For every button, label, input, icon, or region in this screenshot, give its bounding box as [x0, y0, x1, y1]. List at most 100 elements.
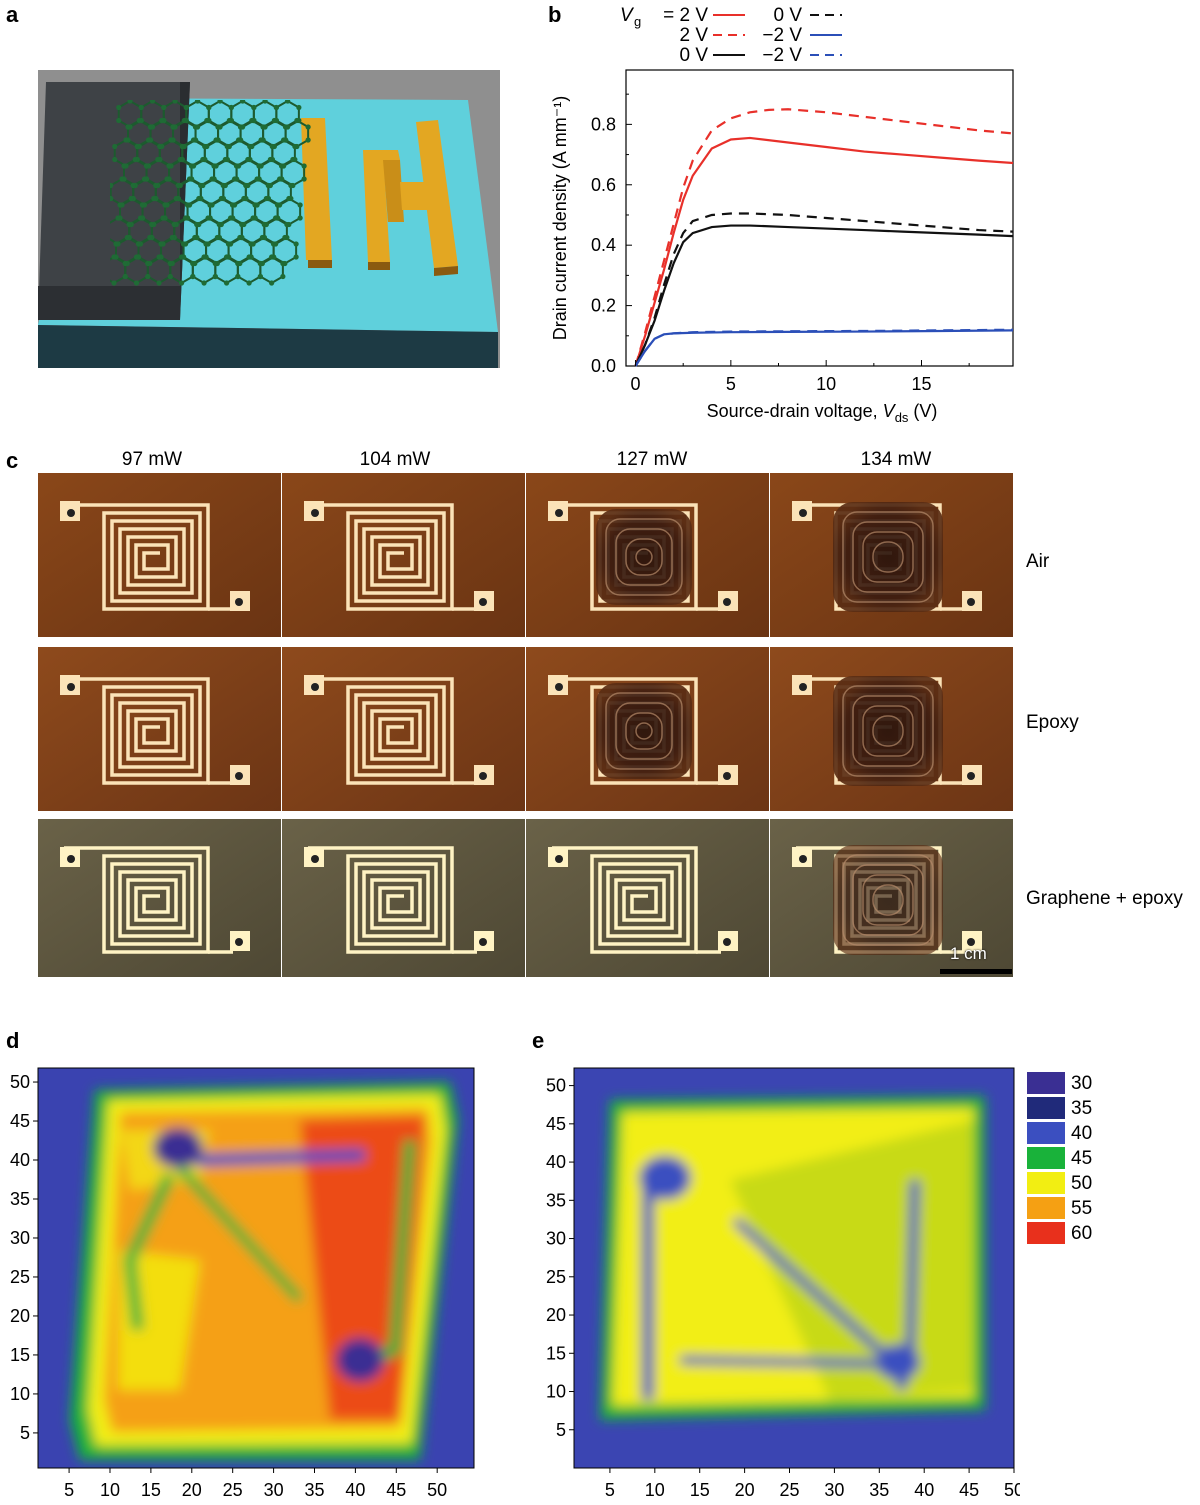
coil-photo	[282, 819, 525, 977]
coil-trace	[308, 846, 454, 954]
y-tick-label: 50	[10, 1072, 30, 1092]
y-tick-label: 30	[546, 1229, 566, 1249]
y-tick-label: 25	[10, 1267, 30, 1287]
y-tick-label: 0.8	[591, 114, 616, 134]
coil-photo	[770, 647, 1013, 811]
legend-value: 35	[1071, 1098, 1093, 1119]
legend-vg-sub: g	[634, 14, 641, 29]
graphene-lattice	[110, 100, 311, 286]
legend-right-label: −2 V	[762, 45, 802, 66]
y-tick-label: 10	[546, 1382, 566, 1402]
legend-vg-symbol: V	[620, 5, 635, 26]
x-tick-label: 35	[304, 1480, 324, 1500]
legend-right-label: −2 V	[762, 25, 802, 46]
series-line-black-dashed	[634, 212, 1014, 367]
x-tick-label: 45	[959, 1480, 979, 1500]
coil-photo	[526, 473, 769, 637]
x-tick-label: 20	[182, 1480, 202, 1500]
coil-photo	[282, 647, 525, 811]
coil-trace	[308, 503, 454, 611]
y-tick-label: 0.6	[591, 175, 616, 195]
legend-value: 40	[1071, 1123, 1093, 1144]
y-tick-label: 0.4	[591, 235, 616, 255]
coil-trace	[308, 677, 454, 785]
burn-region	[833, 502, 943, 612]
x-tick-label: 45	[386, 1480, 406, 1500]
legend-value: 45	[1071, 1148, 1093, 1169]
legend-left-label: 0 V	[679, 45, 708, 66]
x-tick-label: 10	[100, 1480, 120, 1500]
legend-swatch	[1027, 1222, 1065, 1244]
y-tick-label: 5	[556, 1420, 566, 1440]
y-axis-label: Drain current density (A mm⁻¹)	[550, 96, 570, 341]
x-tick-label: 20	[735, 1480, 755, 1500]
x-tick-label: 10	[645, 1480, 665, 1500]
legend-left-label: = 2 V	[663, 5, 708, 26]
legend-right-label: 0 V	[773, 5, 802, 26]
legend-swatch	[1027, 1197, 1065, 1219]
x-tick-label: 50	[1004, 1480, 1020, 1500]
x-tick-label: 50	[427, 1480, 447, 1500]
y-tick-label: 0.2	[591, 296, 616, 316]
y-tick-label: 0.0	[591, 356, 616, 376]
x-tick-label: 40	[914, 1480, 934, 1500]
y-tick-label: 10	[10, 1384, 30, 1404]
plot-frame	[625, 69, 1014, 367]
row-label-air: Air	[1026, 551, 1050, 572]
coil-trace	[64, 846, 210, 954]
y-tick-label: 35	[546, 1190, 566, 1210]
scale-bar-label: 1 cm	[950, 944, 987, 963]
burn-region	[833, 676, 943, 786]
panel-label-e: e	[532, 1028, 545, 1053]
x-tick-label: 5	[605, 1480, 615, 1500]
x-tick-label: 25	[779, 1480, 799, 1500]
x-tick-label: 5	[726, 374, 736, 394]
series-line-blue-dashed	[634, 328, 1014, 367]
y-tick-label: 15	[546, 1343, 566, 1363]
y-tick-label: 20	[546, 1305, 566, 1325]
x-tick-label: 10	[816, 374, 836, 394]
series-line-blue-solid	[634, 329, 1014, 367]
column-label-134mw: 134 mW	[860, 449, 932, 470]
row-label-epoxy: Epoxy	[1026, 712, 1079, 733]
coil-photo	[770, 819, 1013, 977]
legend-swatch	[1027, 1147, 1065, 1169]
legend-value: 30	[1071, 1073, 1093, 1094]
y-tick-label: 20	[10, 1306, 30, 1326]
x-axis-label: Source-drain voltage, Vds (V)	[707, 401, 938, 425]
legend-swatch	[1027, 1072, 1065, 1094]
column-label-104mw: 104 mW	[359, 449, 431, 470]
coil-photo	[770, 473, 1013, 637]
x-tick-label: 30	[824, 1480, 844, 1500]
row-label-graphene-epoxy: Graphene + epoxy	[1026, 888, 1183, 909]
y-tick-label: 50	[546, 1076, 566, 1096]
y-tick-label: 25	[546, 1267, 566, 1287]
y-tick-label: 35	[10, 1189, 30, 1209]
y-tick-label: 30	[10, 1228, 30, 1248]
x-tick-label: 15	[690, 1480, 710, 1500]
coil-photo-grid	[38, 473, 1013, 977]
gold-electrode	[301, 118, 332, 260]
legend-left-label: 2 V	[679, 25, 708, 46]
legend-swatch	[1027, 1097, 1065, 1119]
column-label-97mw: 97 mW	[121, 449, 183, 470]
burn-region	[833, 845, 943, 955]
coil-trace	[552, 846, 698, 954]
thermal-map-d: 5 10 15 20 25 30 35 40 45 50 5 10 15 20 25 30 35 40 45 50	[10, 1067, 475, 1500]
series-line-red-dashed	[634, 108, 1014, 367]
y-tick-label: 15	[10, 1345, 30, 1365]
panel-label-c: c	[6, 448, 19, 473]
x-tick-label: 0	[631, 374, 641, 394]
x-tick-label: 15	[141, 1480, 161, 1500]
device-schematic	[38, 70, 500, 368]
x-tick-label: 5	[64, 1480, 74, 1500]
y-tick-label: 40	[10, 1150, 30, 1170]
coil-photo	[38, 819, 281, 977]
column-label-127mw: 127 mW	[616, 449, 688, 470]
coil-photo	[282, 473, 525, 637]
legend-value: 55	[1071, 1198, 1093, 1219]
panel-label-b: b	[548, 2, 562, 27]
x-tick-label: 40	[345, 1480, 365, 1500]
coil-photo	[526, 819, 769, 977]
